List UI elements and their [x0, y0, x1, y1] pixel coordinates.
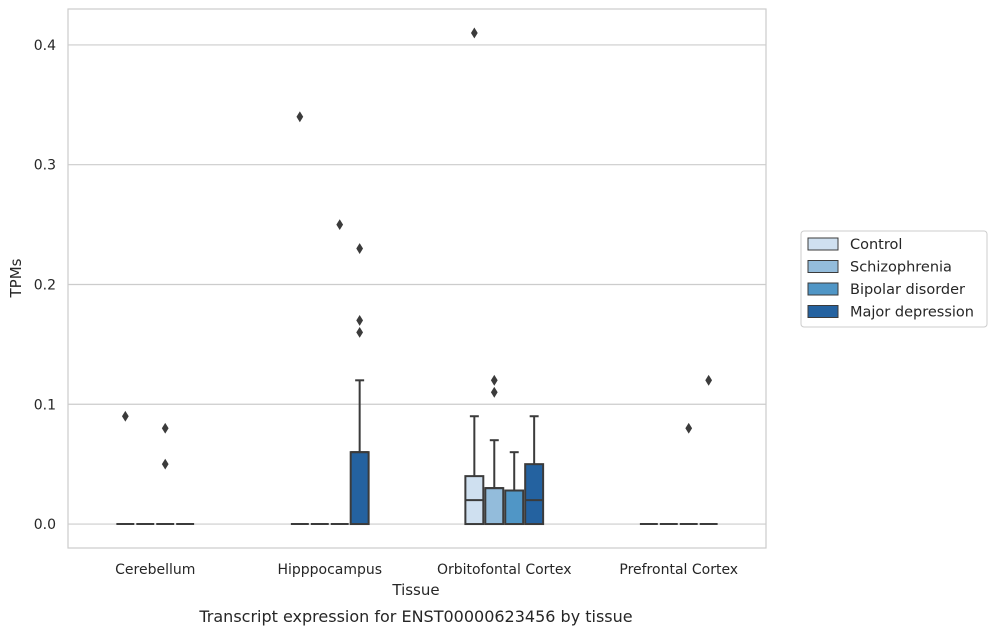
outlier-point — [470, 27, 478, 39]
y-tick-label: 0.0 — [34, 517, 56, 533]
box-bipolar-disorder — [679, 422, 698, 526]
legend-entry-label: Control — [850, 237, 902, 253]
outlier-point — [161, 422, 169, 434]
outlier-point — [685, 422, 693, 434]
legend-swatch — [807, 237, 839, 251]
legend-swatch — [807, 260, 839, 273]
box-body — [349, 451, 370, 526]
box-control — [116, 410, 135, 526]
outlier-point — [336, 219, 344, 230]
outlier-point — [121, 410, 129, 422]
x-tick-label: Orbitofontal Cortex — [437, 562, 572, 578]
outlier-point — [705, 374, 713, 386]
outlier-point — [356, 315, 364, 326]
legend-entry-label: Major depression — [850, 305, 974, 321]
box-bipolar-disorder — [330, 219, 349, 526]
legend: Control Schizophrenia Bipolar disorder Majo… — [800, 230, 988, 328]
plot-frame — [67, 8, 767, 549]
box-schizophrenia — [484, 374, 505, 526]
outlier-point — [490, 386, 498, 398]
outlier-point — [356, 243, 364, 254]
box-major-depression — [699, 374, 718, 526]
legend-swatch — [807, 305, 839, 318]
box-control — [290, 111, 309, 526]
box-control — [464, 27, 485, 526]
box-major-depression — [524, 415, 545, 526]
y-tick-label: 0.3 — [34, 158, 56, 174]
box-bipolar-disorder — [504, 451, 525, 526]
gridlines — [68, 44, 766, 525]
box-body — [504, 489, 525, 526]
legend-entry-label: Schizophrenia — [850, 260, 952, 276]
x-axis-label: Tissue — [391, 581, 439, 599]
box-bipolar-disorder — [156, 422, 175, 526]
y-tick-labels: 0.0 0.1 0.2 0.3 0.4 — [34, 38, 56, 533]
legend-frame — [800, 230, 988, 328]
box-major-depression — [349, 243, 370, 526]
y-tick-label: 0.4 — [34, 38, 56, 54]
box-series — [116, 27, 718, 526]
outlier-point — [161, 458, 169, 470]
x-tick-label: Hipppocampus — [277, 562, 382, 578]
legend-entry-label: Bipolar disorder — [850, 282, 965, 298]
legend-swatch — [807, 282, 839, 296]
chart-caption: Transcript expression for ENST0000062345… — [198, 607, 632, 626]
x-tick-label: Cerebellum — [115, 562, 195, 578]
x-tick-labels: Cerebellum Hipppocampus Orbitofontal Corte… — [115, 562, 738, 578]
outlier-point — [296, 111, 304, 123]
y-axis-label: TPMs — [7, 258, 25, 298]
x-tick-label: Prefrontal Cortex — [619, 562, 738, 578]
y-tick-label: 0.1 — [34, 397, 56, 413]
outlier-point — [356, 327, 364, 338]
y-tick-label: 0.2 — [34, 277, 56, 293]
box-body — [484, 487, 505, 526]
box-body — [524, 463, 545, 526]
outlier-point — [490, 374, 498, 386]
